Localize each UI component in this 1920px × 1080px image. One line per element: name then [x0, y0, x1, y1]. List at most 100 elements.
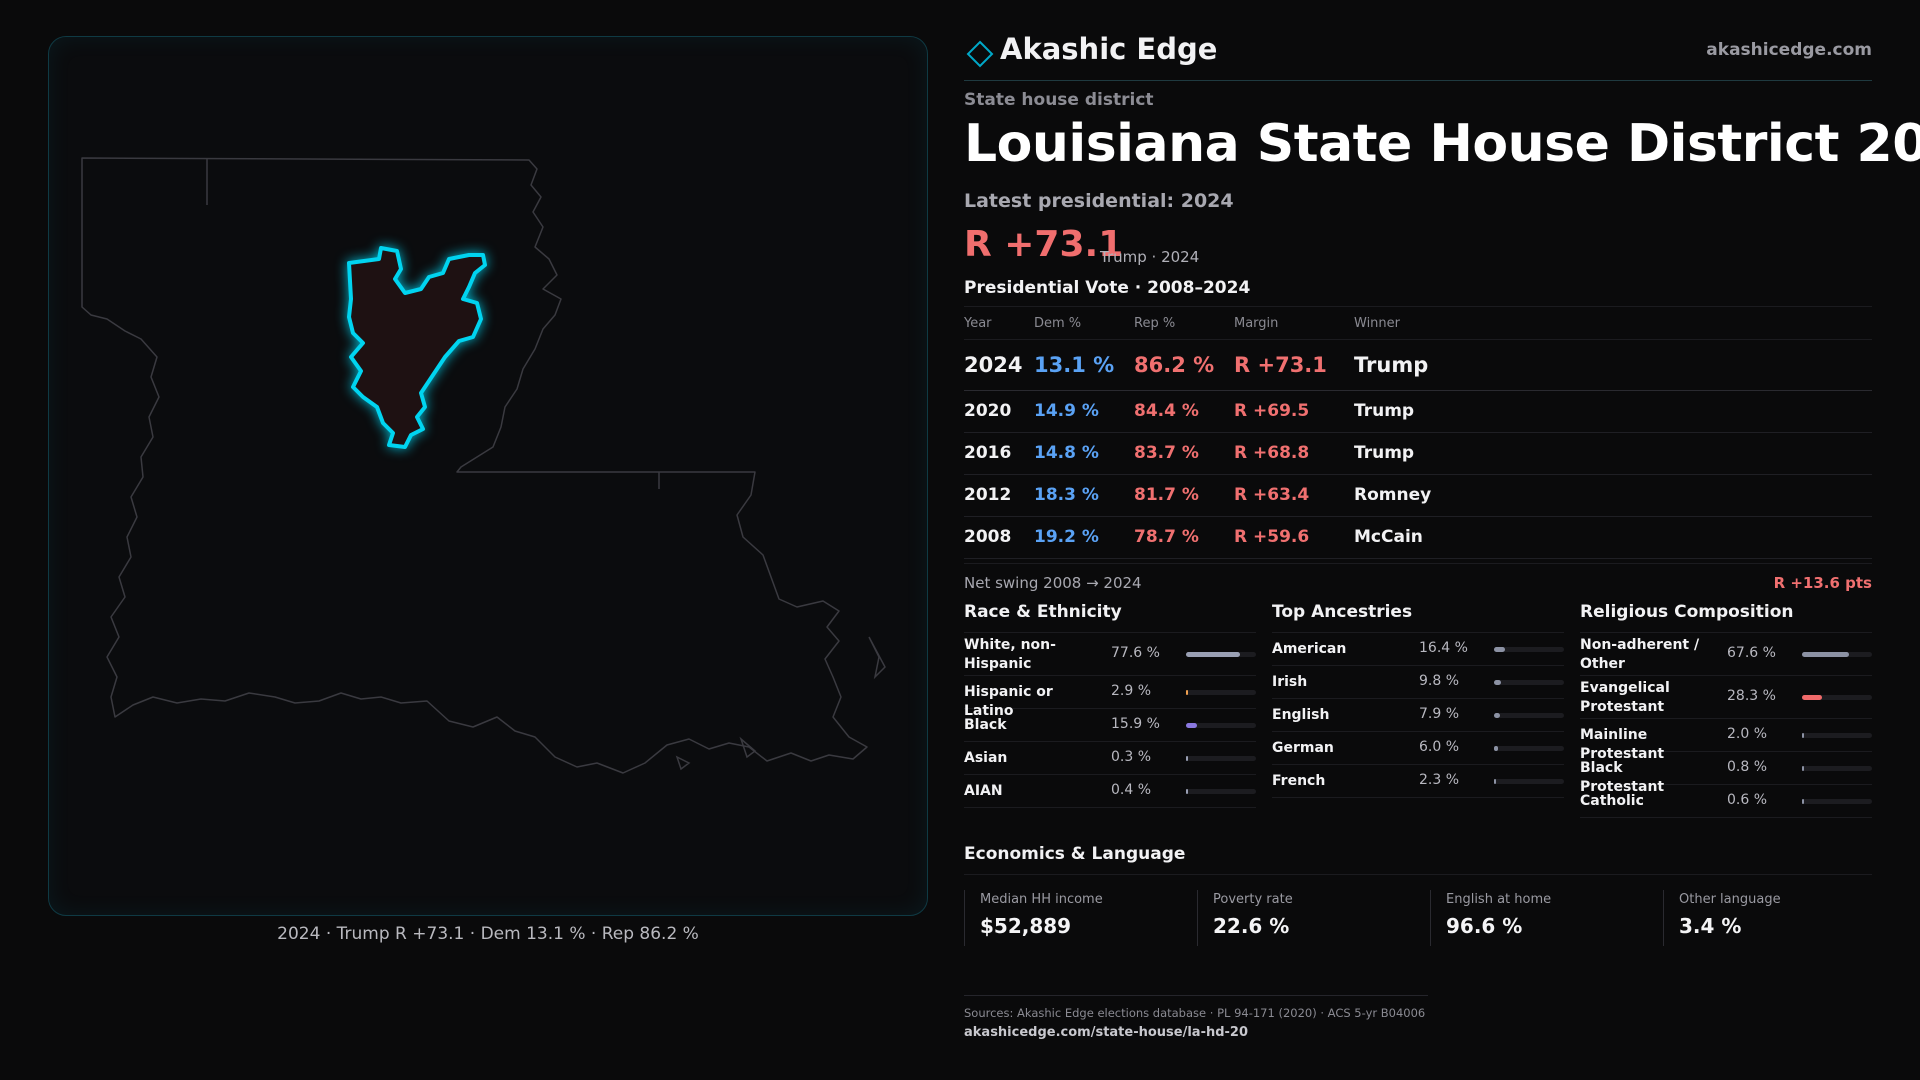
cell-rep: 81.7 % — [1134, 485, 1199, 505]
table-header-row: Year Dem % Rep % Margin Winner — [964, 306, 1872, 340]
latest-margin-detail: Trump · 2024 — [1100, 248, 1200, 266]
list-item-label: Catholic — [1580, 793, 1644, 809]
brand-header: Akashic Edge akashicedge.com — [964, 30, 1872, 81]
list-item: AIAN 0.4 % — [964, 775, 1256, 808]
percent-bar-fill — [1802, 766, 1804, 771]
column-header-year: Year — [964, 316, 992, 331]
econ-card-label: Other language — [1679, 892, 1781, 907]
race-ethnicity-section: Race & Ethnicity White, non-Hispanic 77.6… — [964, 602, 1256, 808]
coastal-islands — [675, 636, 886, 771]
percent-bar-track — [1802, 766, 1872, 771]
percent-bar-fill — [1186, 756, 1188, 761]
list-item: German 6.0 % — [1272, 732, 1564, 765]
percent-bar-fill — [1802, 733, 1804, 738]
list-item-value: 16.4 % — [1419, 640, 1468, 656]
list-item-label: French — [1272, 773, 1326, 789]
cell-dem: 14.8 % — [1034, 443, 1099, 463]
percent-bar-track — [1186, 789, 1256, 794]
percent-bar-track — [1186, 723, 1256, 728]
page-url-link[interactable]: akashicedge.com/state-house/la-hd-20 — [964, 1025, 1249, 1040]
list-item: Evangelical Protestant 28.3 % — [1580, 676, 1872, 719]
cell-margin: R +68.8 — [1234, 443, 1310, 463]
brand-name[interactable]: Akashic Edge — [1000, 32, 1218, 66]
race-ethnicity-title: Race & Ethnicity — [964, 602, 1256, 633]
list-item: Catholic 0.6 % — [1580, 785, 1872, 818]
percent-bar-track — [1186, 756, 1256, 761]
religion-title: Religious Composition — [1580, 602, 1872, 633]
percent-bar-fill — [1802, 652, 1850, 657]
cell-dem: 14.9 % — [1034, 401, 1099, 421]
column-header-dem: Dem % — [1034, 316, 1082, 331]
econ-card-value: 96.6 % — [1446, 914, 1523, 938]
brand-url[interactable]: akashicedge.com — [1706, 40, 1872, 60]
list-item-value: 67.6 % — [1727, 645, 1776, 661]
cell-winner: Romney — [1354, 485, 1432, 505]
state-outline — [81, 157, 868, 774]
percent-bar-fill — [1186, 789, 1188, 794]
list-item-value: 2.9 % — [1111, 683, 1152, 699]
sources-footer: Sources: Akashic Edge elections database… — [964, 995, 1428, 1040]
list-item-value: 0.6 % — [1727, 792, 1768, 808]
latest-presidential-label: Latest presidential: 2024 — [964, 190, 1234, 212]
list-item: French 2.3 % — [1272, 765, 1564, 798]
presidential-vote-title: Presidential Vote · 2008–2024 — [964, 278, 1251, 298]
list-item: White, non-Hispanic 77.6 % — [964, 633, 1256, 676]
list-item-label: English — [1272, 707, 1330, 723]
list-item-value: 7.9 % — [1419, 706, 1460, 722]
percent-bar-track — [1494, 647, 1564, 652]
economics-title: Economics & Language — [964, 844, 1872, 875]
religion-section: Religious Composition Non-adherent / Oth… — [1580, 602, 1872, 818]
list-item: English 7.9 % — [1272, 699, 1564, 732]
percent-bar-track — [1802, 652, 1872, 657]
econ-card-label: Poverty rate — [1213, 892, 1293, 907]
net-swing-value: R +13.6 pts — [1773, 574, 1872, 592]
list-item-label: AIAN — [964, 783, 1003, 799]
list-item-label: Black Protestant — [1580, 760, 1665, 795]
page-title: Louisiana State House District 20 — [964, 114, 1920, 174]
ancestries-title: Top Ancestries — [1272, 602, 1564, 633]
percent-bar-fill — [1802, 695, 1822, 700]
district-outline[interactable] — [347, 246, 487, 449]
list-item-value: 0.4 % — [1111, 782, 1152, 798]
cell-dem: 13.1 % — [1034, 353, 1115, 377]
list-item-value: 0.3 % — [1111, 749, 1152, 765]
percent-bar-fill — [1186, 652, 1241, 657]
list-item: Black 15.9 % — [964, 709, 1256, 742]
district-map[interactable] — [48, 36, 928, 916]
cell-rep: 83.7 % — [1134, 443, 1199, 463]
list-item-label: German — [1272, 740, 1334, 756]
list-item-label: White, non-Hispanic — [964, 637, 1056, 672]
table-row: 2016 14.8 % 83.7 % R +68.8 Trump — [964, 433, 1872, 475]
list-item: American 16.4 % — [1272, 633, 1564, 666]
list-item-label: American — [1272, 641, 1347, 657]
cell-rep: 78.7 % — [1134, 527, 1199, 547]
percent-bar-track — [1494, 680, 1564, 685]
diamond-logo-icon — [966, 40, 994, 68]
cell-year: 2016 — [964, 443, 1012, 463]
economics-cards: Median HH income $52,889 Poverty rate 22… — [964, 890, 1872, 946]
percent-bar-fill — [1494, 680, 1501, 685]
list-item-value: 77.6 % — [1111, 645, 1160, 661]
list-item-label: Non-adherent / Other — [1580, 637, 1700, 672]
list-item-value: 15.9 % — [1111, 716, 1160, 732]
econ-card: English at home 96.6 % — [1430, 890, 1649, 946]
table-row: 2008 19.2 % 78.7 % R +59.6 McCain — [964, 517, 1872, 559]
percent-bar-fill — [1186, 723, 1198, 728]
list-item: Non-adherent / Other 67.6 % — [1580, 633, 1872, 676]
list-item: Mainline Protestant 2.0 % — [1580, 719, 1872, 762]
list-item: Hispanic or Latino 2.9 % — [964, 676, 1256, 719]
cell-year: 2008 — [964, 527, 1012, 547]
percent-bar-track — [1802, 799, 1872, 804]
percent-bar-track — [1802, 695, 1872, 700]
percent-bar-fill — [1494, 647, 1506, 652]
percent-bar-track — [1494, 746, 1564, 751]
percent-bar-fill — [1186, 690, 1189, 695]
cell-margin: R +63.4 — [1234, 485, 1310, 505]
list-item-label: Mainline Protestant — [1580, 727, 1665, 762]
cell-year: 2024 — [964, 353, 1023, 377]
cell-margin: R +73.1 — [1234, 353, 1327, 377]
list-item-label: Asian — [964, 750, 1008, 766]
list-item-value: 2.0 % — [1727, 726, 1768, 742]
list-item: Black Protestant 0.8 % — [1580, 752, 1872, 795]
list-item-value: 6.0 % — [1419, 739, 1460, 755]
